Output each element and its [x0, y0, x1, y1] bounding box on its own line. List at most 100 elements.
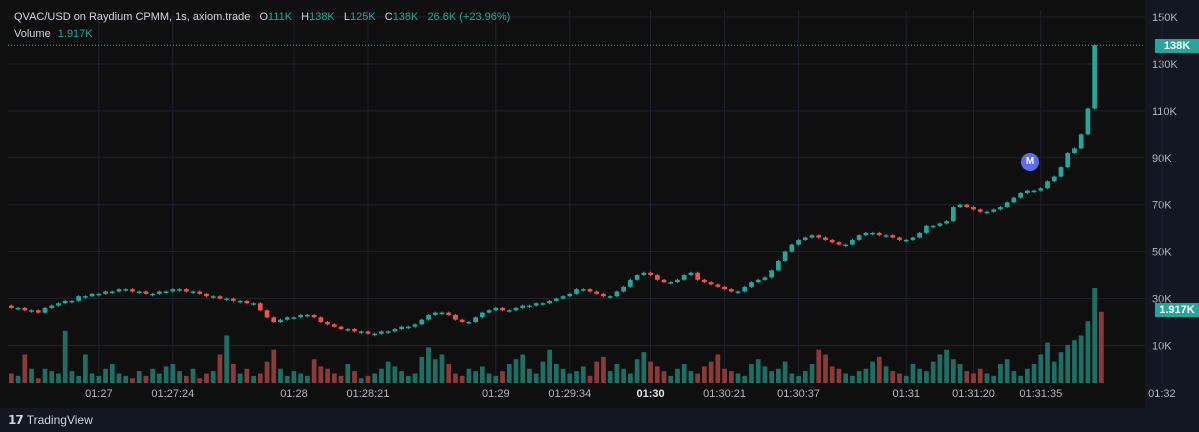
- candle-body: [506, 310, 512, 312]
- volume-bar: [83, 354, 88, 383]
- candle-body: [513, 307, 519, 311]
- candle-body: [419, 319, 425, 325]
- candle-body: [587, 289, 593, 292]
- volume-bar: [379, 368, 384, 383]
- candle-body: [883, 235, 889, 237]
- candle-body: [96, 293, 102, 296]
- volume-bar: [331, 373, 337, 383]
- volume-bar: [1045, 342, 1050, 383]
- candle-body: [789, 244, 795, 252]
- candle-body: [298, 314, 304, 318]
- candle-body: [385, 331, 391, 333]
- volume-bar: [1018, 375, 1023, 383]
- candle-body: [405, 326, 411, 329]
- volume-bar: [654, 366, 660, 383]
- x-tick-label: 01:29: [482, 388, 510, 400]
- candle-body: [116, 289, 122, 292]
- candle-body: [217, 296, 223, 299]
- volume-bar: [284, 375, 290, 383]
- candle-body: [479, 312, 485, 318]
- volume-bar: [56, 373, 61, 383]
- volume-bar: [150, 368, 156, 383]
- candle-body: [231, 298, 236, 301]
- candle-body: [15, 307, 21, 310]
- candle-body: [621, 286, 627, 292]
- volume-bar: [930, 361, 936, 383]
- volume-bar: [944, 349, 949, 383]
- candle-body: [547, 300, 552, 304]
- volume-bar: [358, 378, 364, 383]
- candle-body: [554, 298, 559, 301]
- x-tick-label: 01:28: [280, 388, 308, 400]
- candle-body: [675, 279, 680, 283]
- volume-bar: [493, 375, 499, 383]
- volume-bar: [1031, 364, 1037, 383]
- volume-bar: [486, 373, 492, 383]
- volume-bar: [749, 364, 754, 383]
- tradingview-logo[interactable]: 𝟭𝟳 TradingView: [8, 413, 93, 427]
- volume-bar: [49, 371, 55, 383]
- branding-text: TradingView: [26, 413, 93, 427]
- volume-bar: [103, 368, 108, 383]
- volume-bar: [89, 373, 95, 383]
- volume-bar: [130, 378, 135, 383]
- footer: 𝟭𝟳 TradingView: [0, 408, 1199, 432]
- candle-body: [903, 239, 909, 242]
- candle-body: [210, 296, 216, 298]
- volume-bar: [776, 368, 781, 383]
- candle-body: [1058, 167, 1064, 177]
- volume-bar: [957, 364, 963, 383]
- candle-body: [372, 333, 378, 336]
- legend-volume-value: 1.917K: [57, 28, 93, 40]
- volume-bar: [479, 366, 485, 383]
- candle-body: [984, 211, 990, 214]
- x-tick-label: 01:30:37: [777, 388, 820, 400]
- candle-body: [910, 237, 916, 240]
- candle-body: [399, 326, 404, 330]
- volume-bar: [903, 375, 909, 383]
- candle-body: [977, 209, 983, 212]
- candle-body: [809, 235, 815, 238]
- volume-bar: [964, 371, 970, 383]
- legend-change: 26.6K (+23.96%): [427, 11, 511, 23]
- volume-bar: [789, 373, 795, 383]
- candle-body: [1018, 192, 1023, 198]
- candle-body: [957, 204, 963, 208]
- chart-plot-area[interactable]: [0, 0, 1145, 408]
- candle-body: [816, 235, 822, 238]
- volume-bar: [432, 359, 438, 383]
- volume-bar: [977, 368, 983, 383]
- volume-bar: [1051, 361, 1057, 383]
- candle-body: [1092, 45, 1097, 109]
- chart-legend: QVAC/USD on Raydium CPMM, 1s, axiom.trad…: [14, 8, 510, 26]
- volume-bar: [843, 373, 849, 383]
- x-tick-label: 01:32: [1148, 388, 1176, 400]
- candle-body: [654, 275, 660, 280]
- volume-bar: [62, 330, 68, 383]
- candle-body: [143, 291, 149, 294]
- legend-open-label: O: [259, 11, 268, 23]
- legend-open-value: 111K: [268, 11, 293, 23]
- candle-body: [688, 272, 694, 276]
- x-tick-label: 01:27:24: [151, 388, 194, 400]
- candle-body: [863, 232, 869, 236]
- candle-body: [776, 261, 781, 271]
- candle-body: [493, 307, 499, 311]
- marker-badge[interactable]: M: [1021, 153, 1039, 171]
- candle-body: [486, 310, 492, 313]
- volume-bar: [648, 361, 653, 383]
- candle-body: [708, 282, 714, 285]
- candle-body: [681, 275, 687, 280]
- candle-body: [244, 300, 250, 304]
- volume-bar: [742, 375, 748, 383]
- candle-body: [224, 298, 230, 301]
- volume-bar: [291, 371, 297, 383]
- candle-body: [856, 235, 862, 240]
- candle-body: [769, 270, 775, 278]
- volume-bar: [29, 368, 34, 383]
- volume-bar: [554, 364, 559, 383]
- candle-body: [150, 293, 156, 296]
- candle-body: [735, 291, 741, 294]
- candle-body: [560, 296, 566, 299]
